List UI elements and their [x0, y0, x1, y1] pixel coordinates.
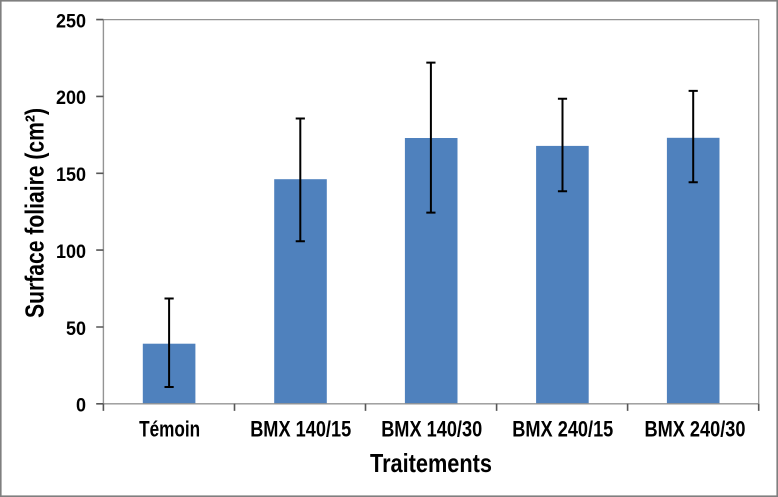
- svg-text:BMX 240/30: BMX 240/30: [645, 417, 746, 442]
- svg-text:Témoin: Témoin: [139, 417, 200, 442]
- svg-text:Surface foliaire (cm²): Surface foliaire (cm²): [20, 108, 50, 318]
- svg-text:250: 250: [56, 10, 86, 32]
- svg-text:150: 150: [56, 164, 86, 186]
- svg-text:BMX 140/15: BMX 140/15: [250, 417, 351, 442]
- svg-text:BMX 140/30: BMX 140/30: [381, 417, 482, 442]
- svg-text:100: 100: [56, 241, 86, 263]
- svg-text:200: 200: [56, 87, 86, 109]
- svg-text:Traitements: Traitements: [370, 448, 492, 478]
- svg-text:BMX 240/15: BMX 240/15: [512, 417, 613, 442]
- svg-text:0: 0: [76, 395, 86, 417]
- svg-text:50: 50: [66, 318, 86, 340]
